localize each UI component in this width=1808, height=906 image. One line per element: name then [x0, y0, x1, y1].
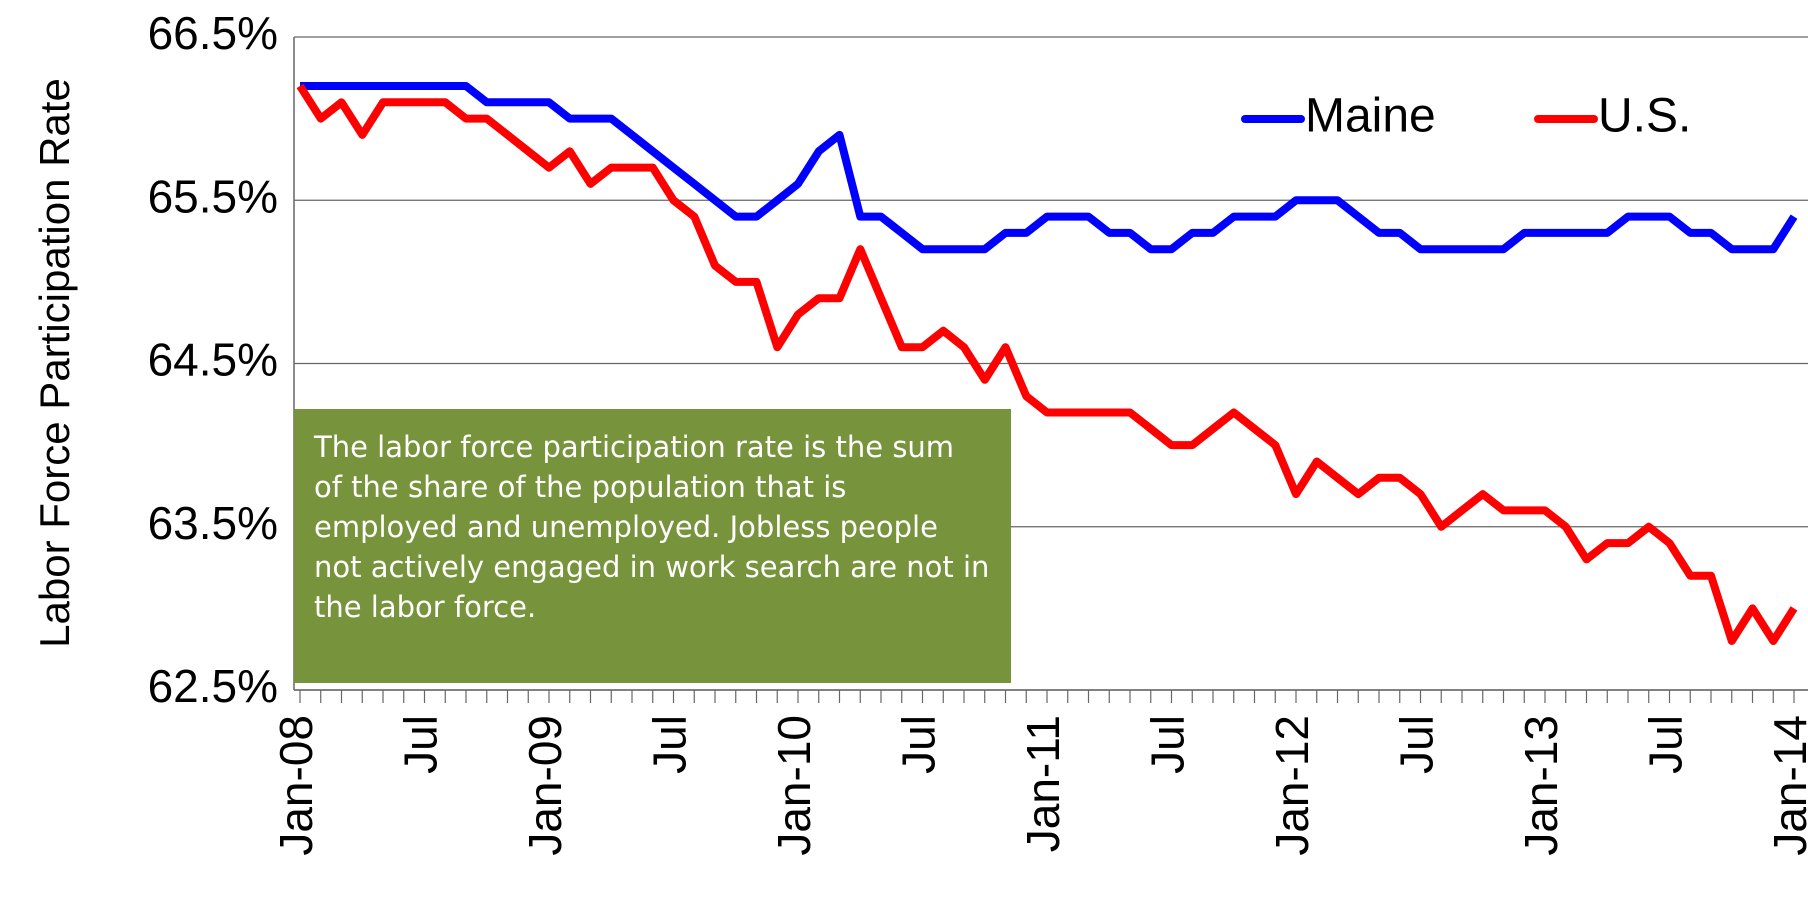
legend-label: Maine [1305, 90, 1436, 143]
x-tick-label: Jan-08 [270, 715, 322, 856]
y-tick-label: 64.5% [148, 334, 278, 386]
x-tick-label: Jan-11 [1017, 715, 1069, 852]
x-tick-label: Jan-12 [1266, 715, 1318, 856]
x-tick-label: Jan-10 [768, 715, 820, 856]
x-tick-label: Jul [395, 715, 447, 774]
x-tick-label: Jul [893, 715, 945, 774]
x-tick-label: Jan-09 [519, 715, 571, 856]
series-line [300, 82, 1798, 254]
x-tick-label: Jan-14 [1764, 715, 1808, 856]
y-axis-label: Labor Force Participation Rate [31, 78, 78, 648]
legend-label: U.S. [1598, 90, 1691, 143]
y-tick-label: 63.5% [148, 497, 278, 549]
y-tick-label: 62.5% [148, 660, 278, 712]
y-tick-label: 66.5% [148, 7, 278, 59]
y-tick-label: 65.5% [148, 170, 278, 222]
series-line [296, 83, 1798, 645]
x-tick-label: Jan-13 [1515, 715, 1567, 856]
x-tick-label: Jul [1640, 715, 1692, 774]
annotation: The labor force participation rate is th… [294, 409, 1011, 683]
x-tick-label: Jul [1142, 715, 1194, 774]
x-tick-label: Jul [1391, 715, 1443, 774]
x-tick-label: Jul [644, 715, 696, 774]
